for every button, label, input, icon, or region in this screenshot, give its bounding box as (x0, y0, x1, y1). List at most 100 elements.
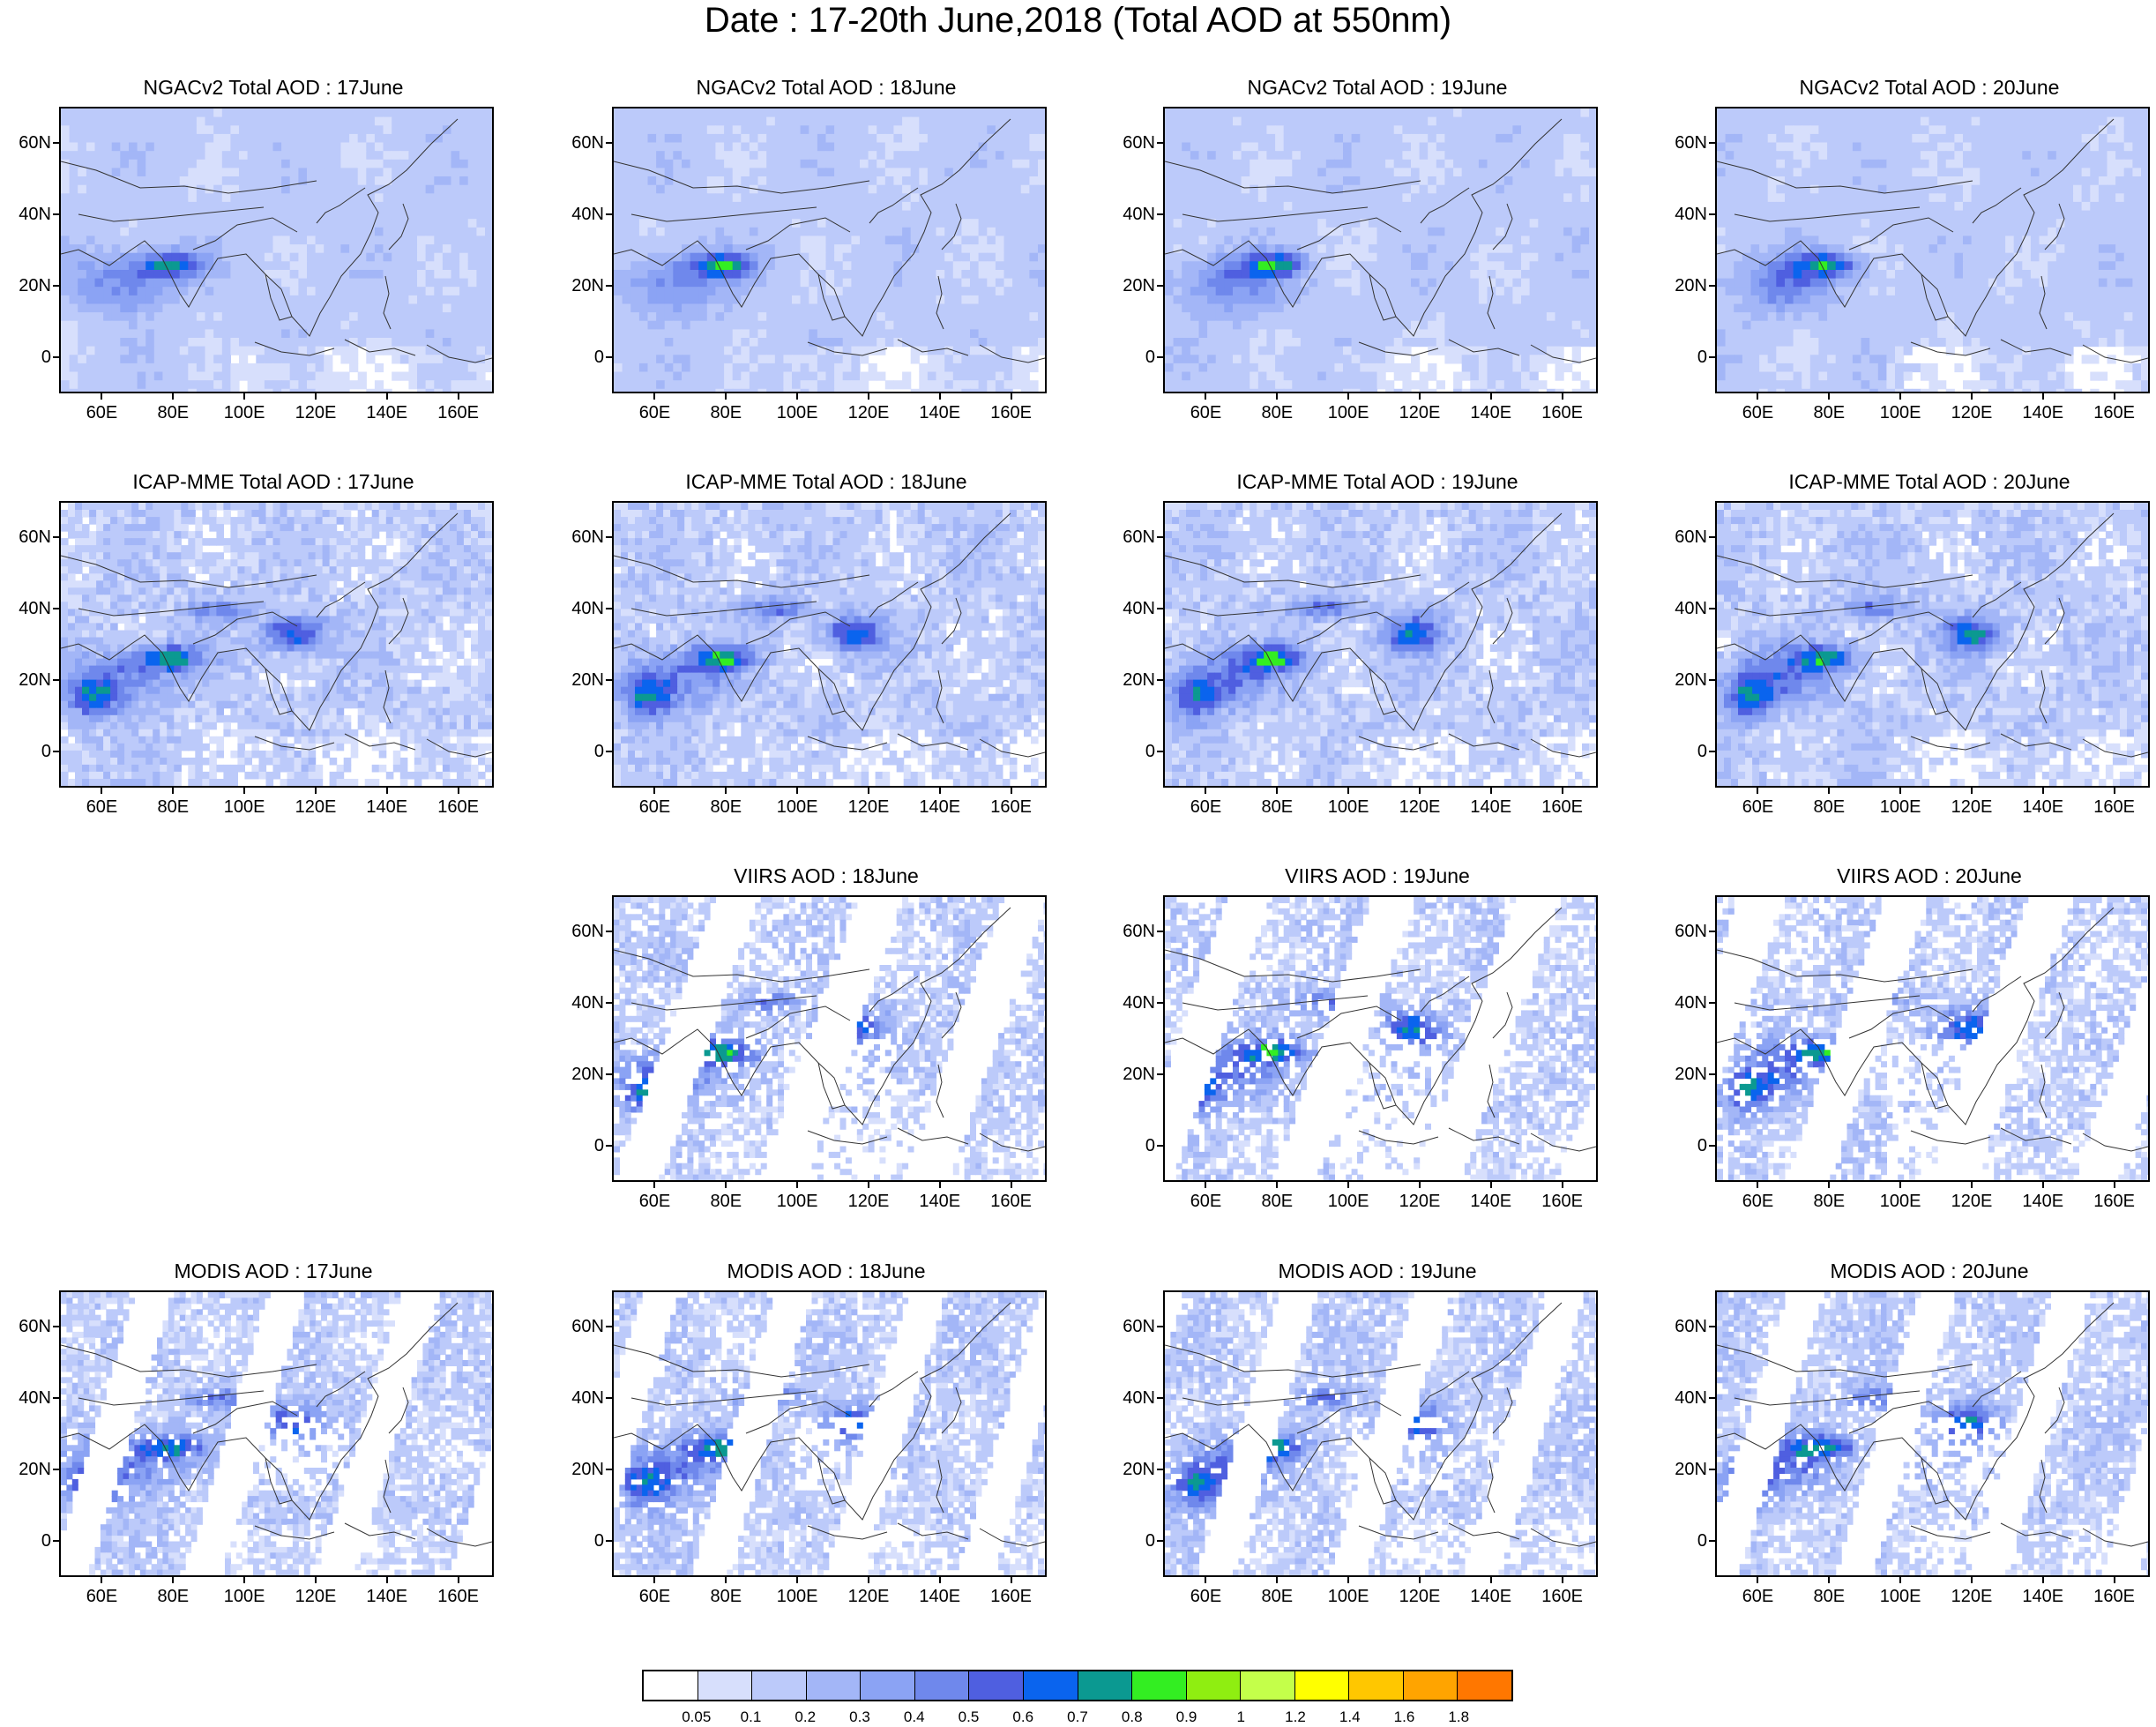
lon-tick-mark (457, 393, 459, 400)
lon-tick-mark (1276, 1182, 1279, 1188)
lon-tick-mark (1828, 1577, 1831, 1583)
lon-tick-mark (1347, 788, 1350, 794)
lat-tick-mark (1157, 607, 1163, 609)
lat-tick-mark (606, 356, 612, 359)
aod-map-svg (61, 1292, 492, 1575)
map-plot-area (1715, 501, 2150, 788)
lat-tick-mark (606, 607, 612, 609)
lon-tick-mark (1205, 393, 1207, 400)
lat-tick-mark (1157, 1145, 1163, 1148)
lon-tick-label: 80E (690, 797, 761, 817)
lat-tick-mark (1157, 141, 1163, 144)
map-panel: ICAP-MME Total AOD : 20June 60N 40N 20N 0 60E… (1656, 468, 2156, 865)
aod-field (1717, 108, 2148, 392)
lon-tick-label: 80E (1242, 1192, 1312, 1211)
lat-tick-mark (1157, 356, 1163, 359)
lat-tick-label: 40N (553, 1388, 604, 1408)
lat-tick-label: 0 (1104, 1136, 1155, 1155)
lon-tick-label: 120E (833, 403, 904, 422)
lat-tick-label: 40N (1656, 205, 1707, 224)
coastline-overlay (614, 907, 1045, 1152)
colorbar-swatch (861, 1671, 915, 1700)
map-plot-area (1163, 107, 1598, 393)
coastline-overlay (61, 512, 492, 758)
lon-tick-mark (1489, 393, 1492, 400)
lon-tick-label: 140E (352, 797, 422, 817)
coastline-overlay (1165, 907, 1596, 1152)
coastline-overlay (1717, 118, 2148, 363)
lon-tick-mark (796, 1577, 799, 1583)
lon-tick-mark (653, 393, 656, 400)
lat-tick-label: 60N (1104, 133, 1155, 153)
colorbar-swatch (644, 1671, 698, 1700)
lat-tick-mark (1157, 535, 1163, 538)
lat-tick-label: 60N (553, 1317, 604, 1336)
lon-tick-mark (938, 1577, 941, 1583)
lon-tick-label: 160E (976, 403, 1047, 422)
colorbar-swatch (1132, 1671, 1187, 1700)
map-plot-area (1163, 501, 1598, 788)
lat-tick-mark (53, 1396, 59, 1399)
colorbar-swatch (1294, 1671, 1350, 1700)
lat-tick-label: 60N (553, 922, 604, 941)
lon-tick-label: 60E (619, 1192, 690, 1211)
map-panel: MODIS AOD : 18June 60N 40N 20N 0 60E 80E 100E 12… (553, 1258, 1082, 1655)
lon-tick-label: 160E (976, 797, 1047, 817)
lat-tick-mark (1709, 930, 1715, 932)
lon-tick-mark (1561, 393, 1563, 400)
lon-tick-mark (1347, 1577, 1350, 1583)
lat-tick-mark (53, 213, 59, 215)
colorbar-swatch (914, 1671, 970, 1700)
lat-tick-label: 20N (1104, 276, 1155, 295)
lon-tick-mark (1205, 788, 1207, 794)
panel-title: VIIRS AOD : 18June (606, 863, 1047, 893)
lat-tick-label: 40N (1656, 1388, 1707, 1408)
lat-tick-mark (1157, 1396, 1163, 1399)
lon-tick-mark (1970, 393, 1973, 400)
lat-tick-mark (1709, 356, 1715, 359)
lon-tick-label: 80E (1794, 1192, 1864, 1211)
lon-tick-mark (725, 788, 727, 794)
lat-tick-label: 40N (0, 205, 51, 224)
aod-map-svg (1165, 897, 1596, 1180)
lon-tick-mark (2113, 788, 2115, 794)
lon-tick-mark (2041, 1577, 2044, 1583)
lon-tick-label: 80E (1794, 1587, 1864, 1606)
lat-tick-label: 0 (1104, 1531, 1155, 1551)
lon-tick-mark (867, 788, 869, 794)
lon-tick-label: 80E (138, 797, 208, 817)
lon-tick-label: 120E (280, 1587, 351, 1606)
lon-tick-mark (172, 788, 175, 794)
lat-tick-mark (606, 679, 612, 682)
colorbar-tick-label: 1.2 (1269, 1708, 1322, 1726)
aod-map-svg (614, 108, 1045, 392)
colorbar-tick-label: 0.9 (1160, 1708, 1213, 1726)
lat-tick-label: 60N (1104, 1317, 1155, 1336)
map-panel: NGACv2 Total AOD : 20June 60N 40N 20N 0 60E 80… (1656, 74, 2156, 471)
aod-map-svg (1165, 1292, 1596, 1575)
lon-tick-label: 100E (1865, 797, 1936, 817)
lat-tick-label: 0 (1104, 742, 1155, 761)
lon-tick-label: 60E (619, 403, 690, 422)
lat-tick-label: 60N (1656, 1317, 1707, 1336)
lon-tick-label: 120E (833, 1587, 904, 1606)
colorbar-tick-label: 0.2 (779, 1708, 832, 1726)
lon-tick-label: 60E (1170, 1587, 1241, 1606)
lat-tick-mark (1709, 1073, 1715, 1076)
lon-tick-label: 160E (2079, 797, 2150, 817)
lon-tick-mark (1561, 1182, 1563, 1188)
map-panel: ICAP-MME Total AOD : 19June 60N 40N 20N 0 60E… (1104, 468, 1633, 865)
colorbar-swatch (698, 1671, 753, 1700)
lat-tick-label: 0 (553, 742, 604, 761)
lon-tick-mark (243, 393, 246, 400)
lat-tick-mark (53, 356, 59, 359)
colorbar-tick-label: 0.8 (1106, 1708, 1159, 1726)
lat-tick-mark (606, 141, 612, 144)
lat-tick-label: 60N (553, 133, 604, 153)
colorbar-tick-label: 0.5 (943, 1708, 996, 1726)
lat-tick-label: 60N (1104, 527, 1155, 547)
lat-tick-label: 20N (0, 1460, 51, 1479)
lon-tick-label: 140E (1456, 797, 1526, 817)
colorbar-tick-label: 0.4 (888, 1708, 941, 1726)
lat-tick-label: 0 (553, 348, 604, 367)
